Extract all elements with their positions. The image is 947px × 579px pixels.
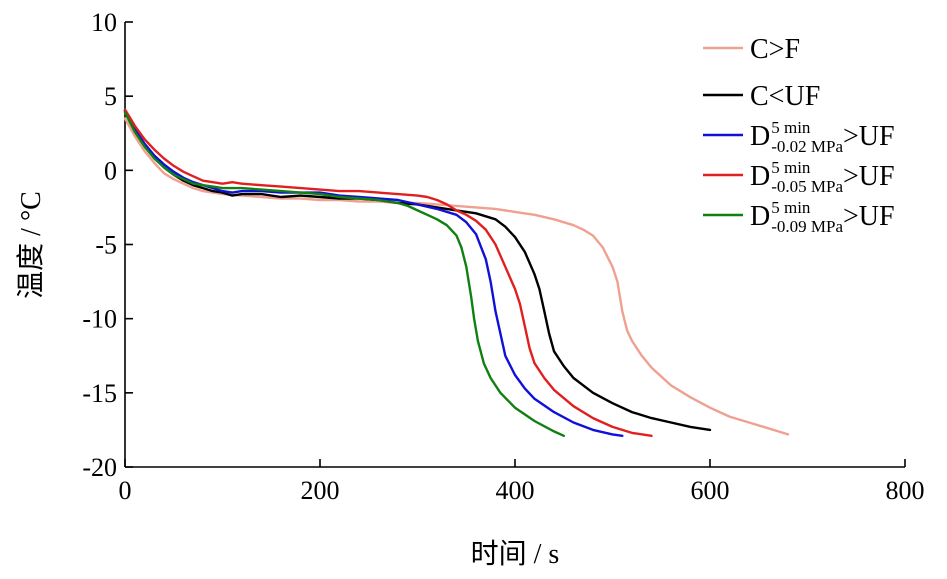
x-tick-label: 200 — [301, 476, 340, 505]
legend-label-main: C<UF — [750, 81, 820, 112]
legend-label-sub: -0.05 MPa — [771, 177, 843, 196]
series-line-5 — [123, 111, 565, 437]
y-tick-label: -20 — [82, 453, 117, 482]
axes: 0 200 400 600 800 10 5 0 -5 -10 -15 -20 — [82, 8, 924, 505]
legend-label-sub: -0.02 MPa — [771, 137, 843, 156]
legend-label-main: C>F — [750, 34, 800, 65]
plot-series — [123, 108, 790, 437]
series-line-2 — [123, 109, 712, 432]
legend-label-5: D5 min -0.09 MPa>UF — [750, 198, 895, 236]
legend-label-main: D — [750, 201, 770, 232]
legend-label-sup: 5 min — [771, 158, 811, 177]
legend-label-sup: 5 min — [771, 198, 811, 217]
x-tick-label: 0 — [119, 476, 132, 505]
y-tick-label: 0 — [104, 156, 117, 185]
legend-label-sup: 5 min — [771, 118, 811, 137]
y-tick-label: -5 — [95, 231, 117, 260]
legend-label-suffix: >UF — [843, 201, 895, 232]
legend-label-sub: -0.09 MPa — [771, 217, 843, 236]
legend-label-3: D5 min -0.02 MPa>UF — [750, 118, 895, 156]
y-tick-label: 10 — [91, 8, 117, 37]
legend-label-suffix: >UF — [843, 161, 895, 192]
legend-label-2: C<UF — [750, 81, 820, 112]
series-line-3 — [123, 109, 624, 437]
x-tick-label: 600 — [691, 476, 730, 505]
legend-label-main: D — [750, 121, 770, 152]
x-tick-label: 800 — [886, 476, 925, 505]
x-tick-label: 400 — [496, 476, 535, 505]
legend-label-4: D5 min -0.05 MPa>UF — [750, 158, 895, 196]
legend-label-1: C>F — [750, 34, 800, 65]
legend-label-suffix: >UF — [843, 121, 895, 152]
series-line-1 — [123, 117, 790, 436]
y-tick-label: 5 — [104, 82, 117, 111]
y-tick-label: -15 — [82, 379, 117, 408]
series-line-4 — [123, 108, 653, 437]
y-tick-label: -10 — [82, 305, 117, 334]
legend-label-main: D — [750, 161, 770, 192]
y-axis-title: 温度 / °C — [15, 191, 47, 299]
x-axis-title: 时间 / s — [471, 538, 560, 570]
